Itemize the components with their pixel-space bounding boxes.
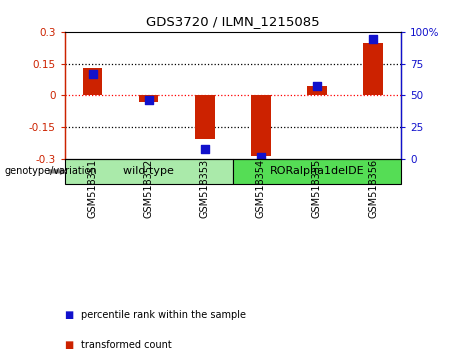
Bar bbox=[139, 95, 159, 102]
Text: ■: ■ bbox=[65, 341, 74, 350]
Text: transformed count: transformed count bbox=[81, 341, 171, 350]
Text: RORalpha1delDE: RORalpha1delDE bbox=[270, 166, 364, 176]
Point bbox=[257, 155, 265, 160]
Title: GDS3720 / ILMN_1215085: GDS3720 / ILMN_1215085 bbox=[146, 15, 319, 28]
Text: genotype/variation: genotype/variation bbox=[5, 166, 97, 176]
Text: GSM518351: GSM518351 bbox=[88, 159, 98, 218]
Point bbox=[145, 97, 152, 103]
Text: GSM518354: GSM518354 bbox=[256, 159, 266, 218]
Bar bbox=[65, 159, 233, 184]
Bar bbox=[233, 159, 401, 184]
Bar bbox=[83, 68, 102, 95]
Text: GSM518355: GSM518355 bbox=[312, 159, 322, 218]
Text: GSM518353: GSM518353 bbox=[200, 159, 210, 218]
Point bbox=[313, 84, 321, 89]
Text: GSM518352: GSM518352 bbox=[144, 159, 154, 218]
Bar bbox=[363, 44, 383, 95]
Bar bbox=[307, 86, 327, 95]
Text: GSM518356: GSM518356 bbox=[368, 159, 378, 218]
Point bbox=[201, 146, 208, 152]
Text: percentile rank within the sample: percentile rank within the sample bbox=[81, 310, 246, 320]
Point bbox=[89, 71, 96, 76]
Point bbox=[369, 37, 377, 42]
Bar bbox=[251, 95, 271, 155]
Text: ■: ■ bbox=[65, 310, 74, 320]
Bar bbox=[195, 95, 214, 139]
Text: wild type: wild type bbox=[123, 166, 174, 176]
